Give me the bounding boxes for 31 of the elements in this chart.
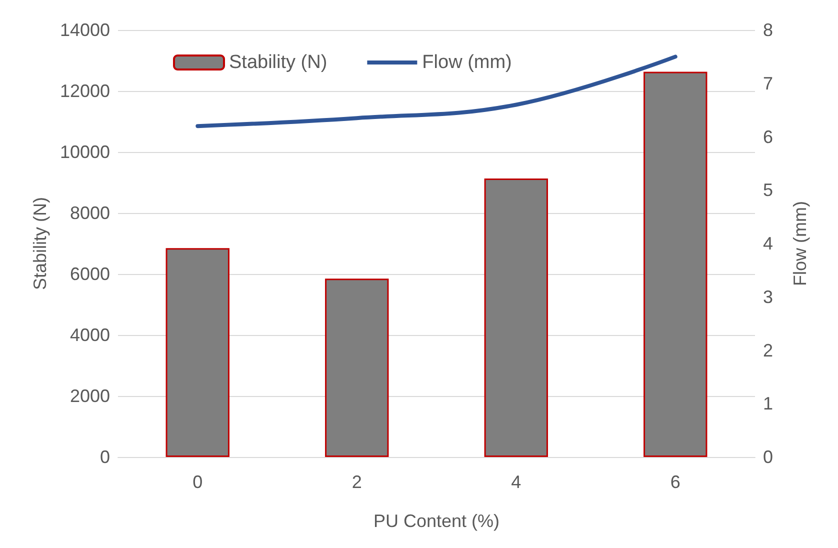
x-tick-label: 2 bbox=[352, 472, 362, 492]
y-axis-title: Stability (N) bbox=[30, 196, 50, 290]
y-tick-label: 10000 bbox=[60, 142, 110, 162]
x-tick-label: 0 bbox=[192, 472, 203, 492]
y2-tick-label: 5 bbox=[763, 180, 774, 200]
y-tick-label: 14000 bbox=[60, 20, 110, 40]
y2-tick-label: 0 bbox=[763, 447, 774, 467]
y2-tick-label: 4 bbox=[763, 234, 774, 254]
legend-label: Flow (mm) bbox=[422, 52, 512, 73]
x-axis-title: PU Content (%) bbox=[373, 511, 500, 531]
y-tick-label: 4000 bbox=[70, 325, 110, 345]
bar bbox=[644, 72, 708, 457]
bar bbox=[325, 278, 389, 457]
y-tick-label: 0 bbox=[100, 447, 110, 467]
y-tick-label: 8000 bbox=[70, 203, 110, 223]
bar bbox=[484, 178, 548, 457]
y2-tick-label: 7 bbox=[763, 73, 774, 94]
y2-tick-label: 2 bbox=[763, 340, 774, 360]
y2-tick-label: 1 bbox=[763, 394, 774, 414]
x-tick-label: 6 bbox=[670, 472, 680, 492]
x-tick-label: 4 bbox=[511, 472, 522, 492]
bar bbox=[166, 248, 230, 457]
legend-label: Stability (N) bbox=[229, 52, 328, 73]
y-tick-label: 2000 bbox=[70, 386, 110, 406]
y-tick-label: 12000 bbox=[60, 81, 110, 101]
y2-tick-label: 3 bbox=[763, 286, 774, 307]
y2-axis-title: Flow (mm) bbox=[790, 201, 810, 286]
y-tick-label: 6000 bbox=[70, 264, 110, 284]
y2-tick-label: 8 bbox=[763, 20, 774, 40]
line-series bbox=[196, 54, 678, 128]
y2-tick-label: 6 bbox=[763, 126, 774, 147]
